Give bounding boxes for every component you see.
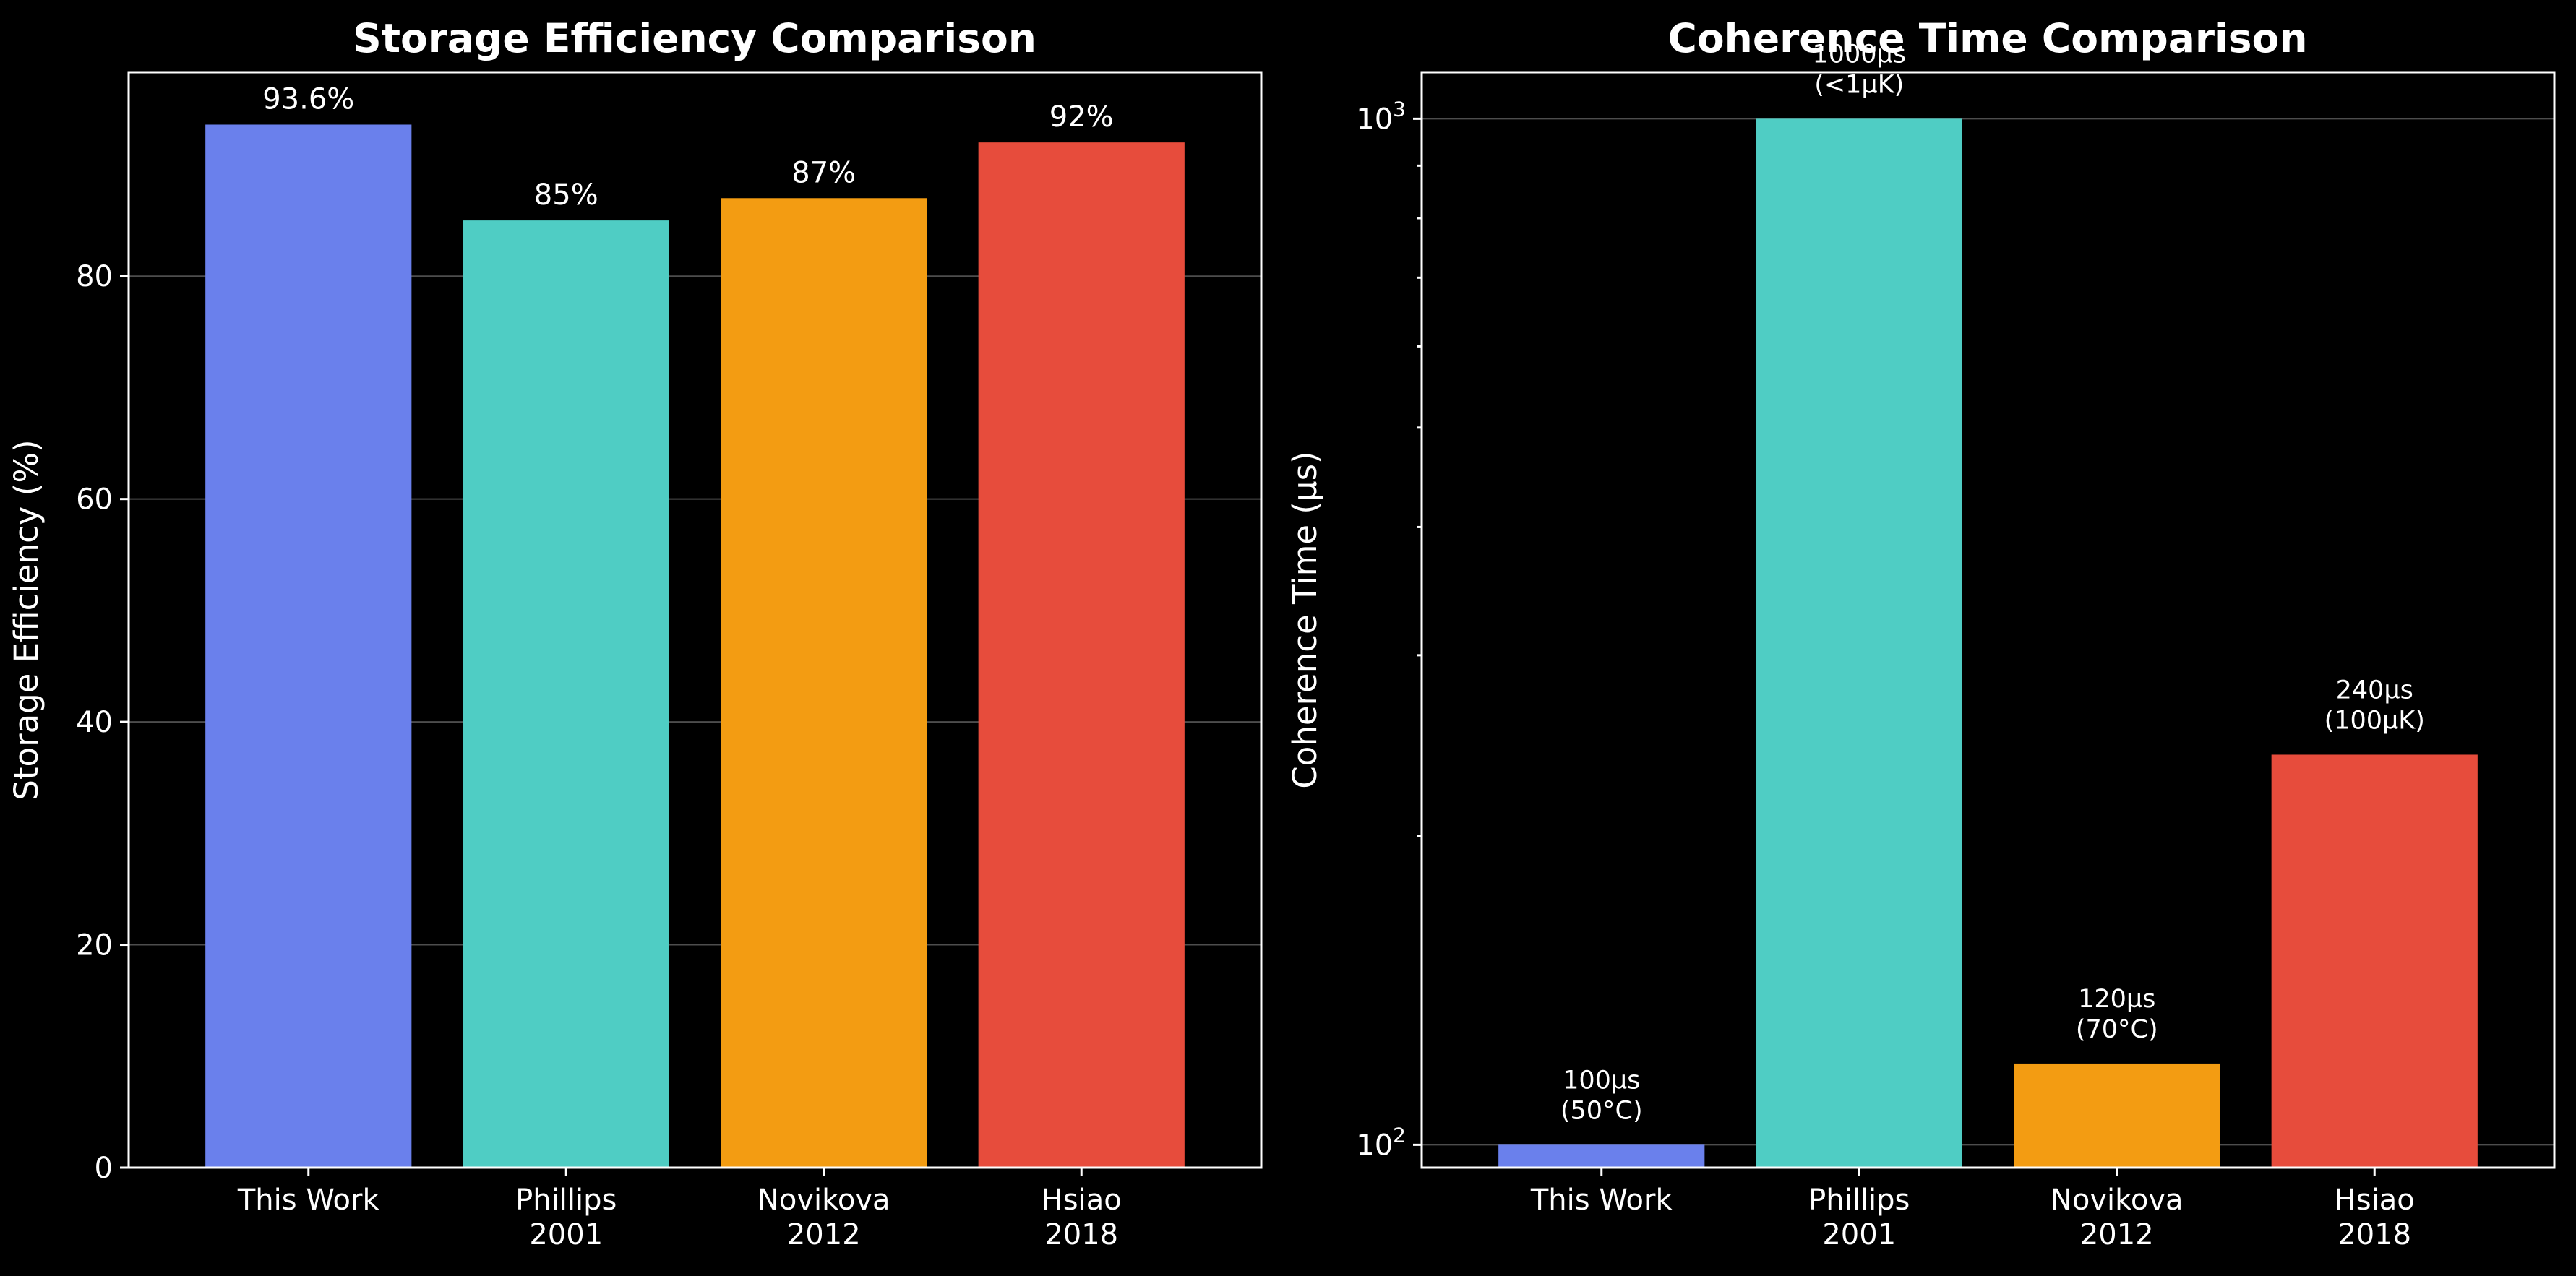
bar-this-work	[205, 124, 412, 1168]
y-tick-label-2: 40	[76, 706, 113, 739]
x-tick-label-this-work: This Work	[237, 1184, 380, 1217]
y-tick-label-3: 60	[76, 483, 113, 517]
coherence-time-chart: 100µs (50°C) This Work 1000µs (<1µK) Phillips…	[1286, 15, 2556, 1251]
data-label-this-work: 100µs (50°C)	[1560, 1066, 1643, 1125]
bar-phillips-2001	[463, 220, 669, 1168]
x-tick-label-phillips-2001: Phillips 2001	[515, 1184, 617, 1251]
axes-frame	[1420, 71, 2556, 1169]
chart-title: Storage Efficiency Comparison	[353, 15, 1036, 61]
data-label-this-work: 93.6%	[262, 82, 354, 116]
data-label-hsiao-2018: 240µs (100µK)	[2324, 676, 2425, 735]
chart-title: Coherence Time Comparison	[1668, 15, 2308, 61]
x-tick-label-phillips-2001: Phillips 2001	[1808, 1184, 1910, 1251]
axes-frame	[127, 71, 1263, 1169]
bar-novikova-2012	[721, 198, 927, 1168]
y-tick-label-4: 80	[76, 260, 113, 293]
y-tick-label-0: 102	[1356, 1123, 1406, 1162]
x-tick-label-this-work: This Work	[1530, 1184, 1673, 1217]
y-tick-label-1: 20	[76, 929, 113, 962]
data-label-phillips-2001: 1000µs (<1µK)	[1812, 40, 1906, 99]
bar-hsiao-2018	[2271, 754, 2478, 1168]
data-label-novikova-2012: 87%	[791, 156, 856, 189]
bar-novikova-2012	[2014, 1063, 2220, 1168]
x-tick-label-hsiao-2018: Hsiao 2018	[2335, 1184, 2415, 1251]
bar-this-work	[1498, 1144, 1705, 1168]
data-label-phillips-2001: 85%	[534, 178, 598, 212]
bar-phillips-2001	[1756, 118, 1962, 1168]
storage-efficiency-chart: 93.6% This Work 85% Phillips 2001 87% Novikova…	[7, 15, 1263, 1251]
x-tick-label-novikova-2012: Novikova 2012	[2051, 1184, 2184, 1251]
y-tick-label-0: 0	[95, 1152, 113, 1185]
y-axis-label: Storage Efficiency (%)	[7, 439, 46, 800]
bar-hsiao-2018	[978, 142, 1185, 1168]
x-tick-label-novikova-2012: Novikova 2012	[757, 1184, 890, 1251]
data-label-novikova-2012: 120µs (70°C)	[2076, 985, 2158, 1044]
y-tick-label-1: 103	[1356, 97, 1406, 136]
data-label-hsiao-2018: 92%	[1049, 100, 1114, 134]
y-axis-label: Coherence Time (µs)	[1286, 451, 1324, 788]
x-tick-label-hsiao-2018: Hsiao 2018	[1042, 1184, 1122, 1251]
